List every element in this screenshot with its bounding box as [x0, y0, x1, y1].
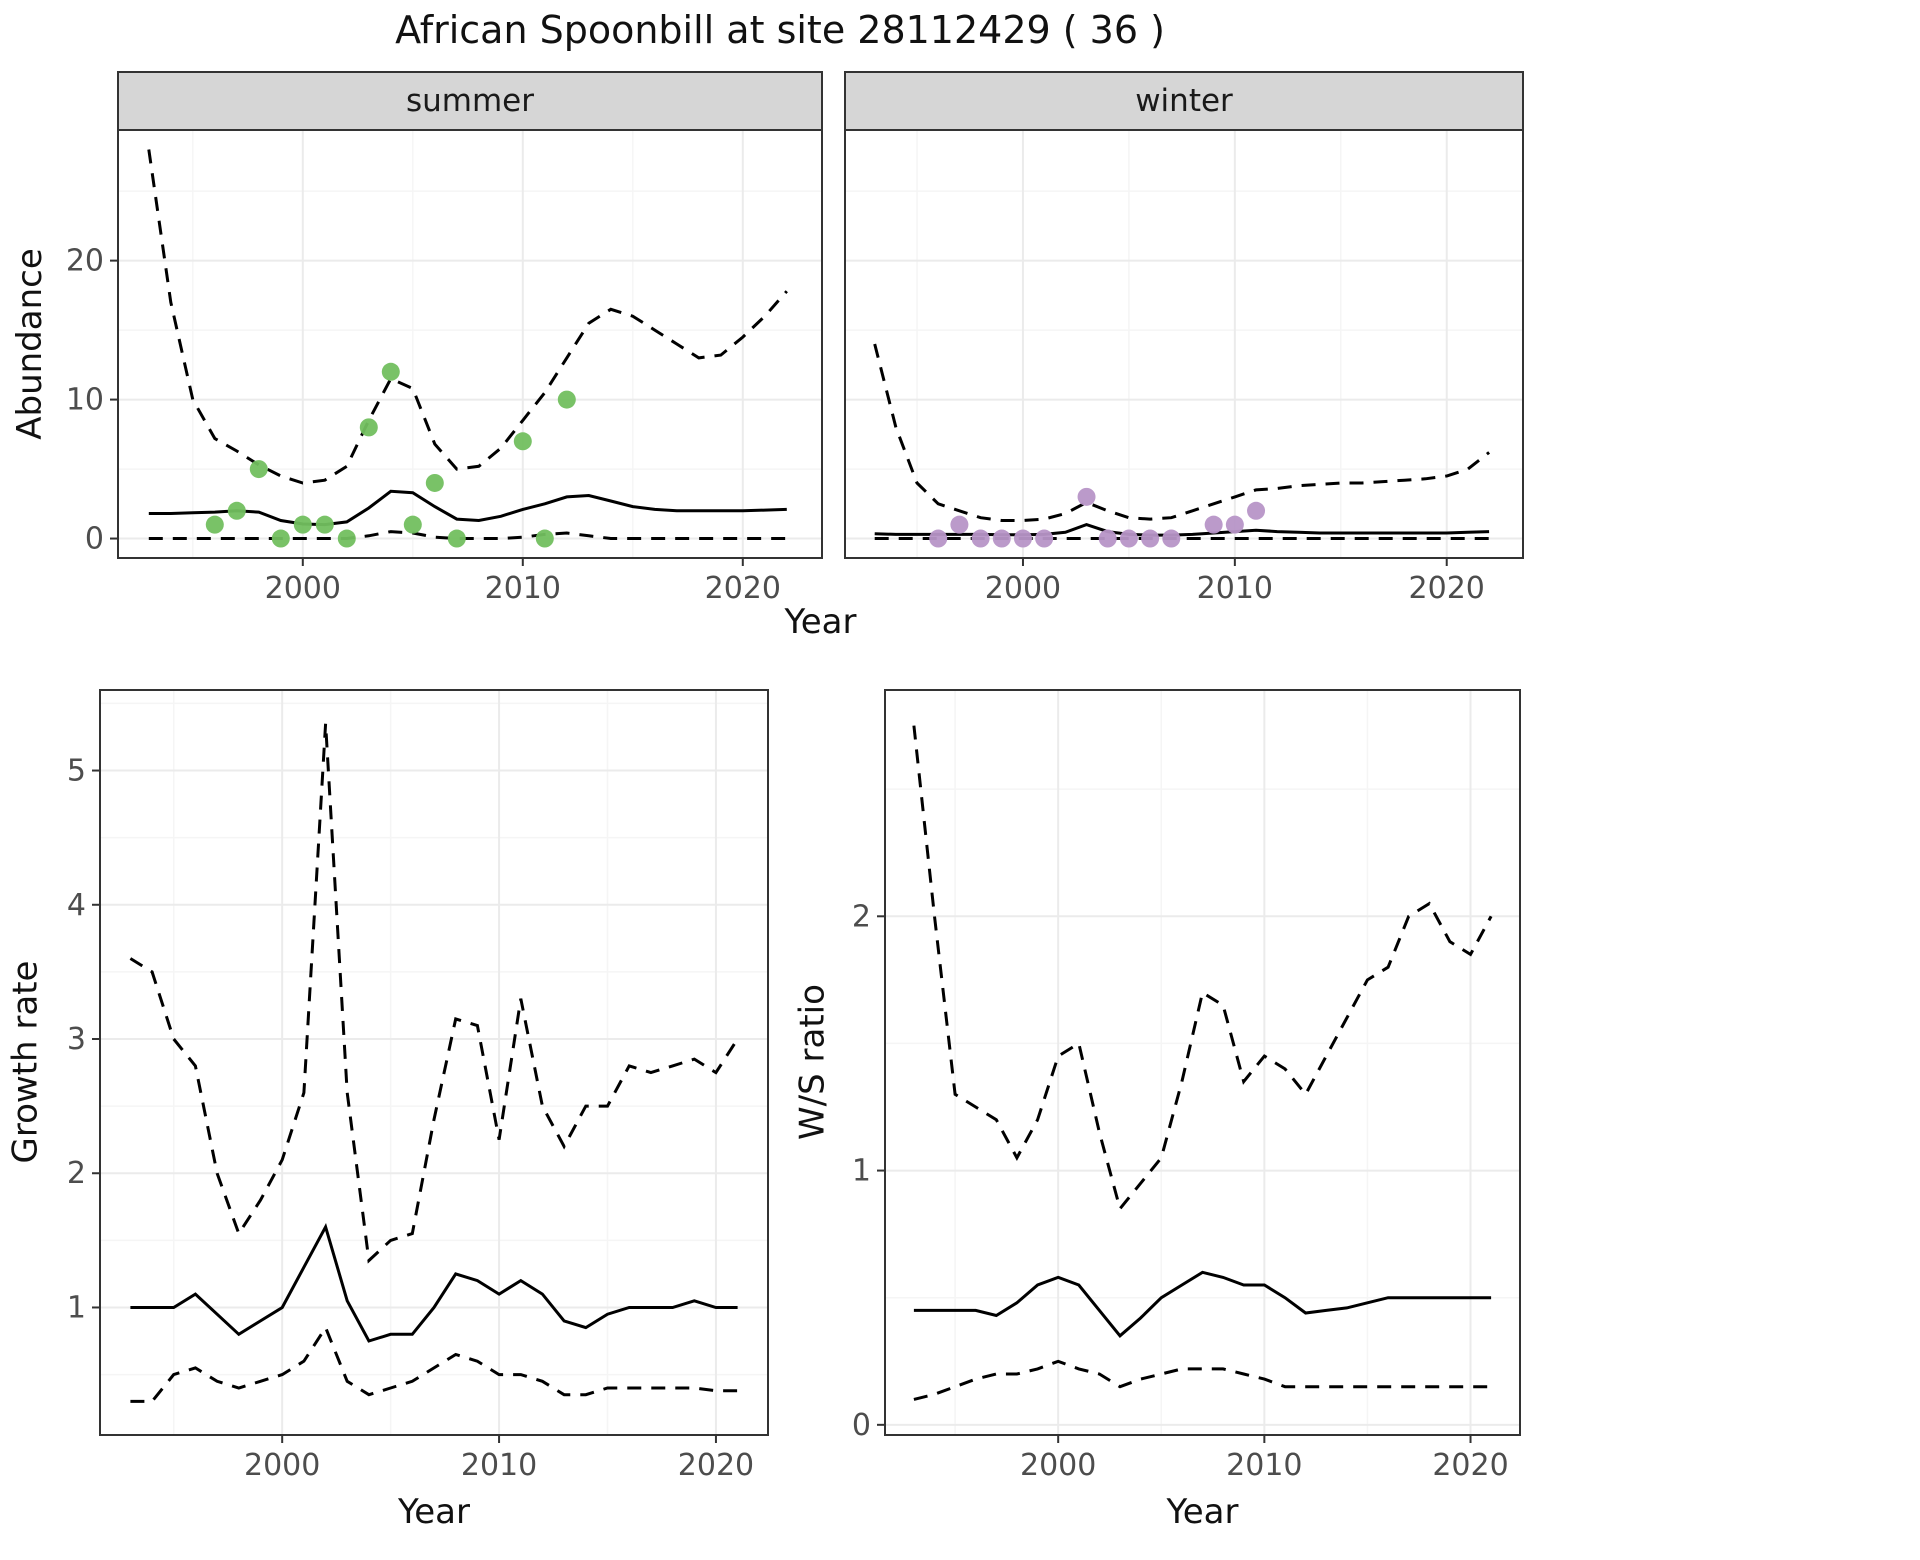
y-tick-label: 2 — [67, 1156, 86, 1191]
summer-observations-point — [315, 515, 334, 534]
winter-observations-point — [1077, 487, 1096, 506]
winter-observations-point — [971, 529, 990, 548]
y-tick-label: 0 — [85, 522, 104, 557]
x-tick-label: 2000 — [985, 571, 1061, 606]
growth-rate-x-axis-label: Year — [398, 1492, 470, 1532]
winter-observations-point — [1141, 529, 1160, 548]
summer-observations-point — [227, 501, 246, 520]
facet-strip-box — [117, 71, 823, 131]
y-tick-label: 20 — [66, 244, 104, 279]
y-tick-label: 0 — [852, 1408, 871, 1443]
facet-strip-summer: summer — [405, 83, 534, 119]
abundance-y-axis-label: Abundance — [10, 248, 50, 440]
summer-observations-point — [535, 529, 554, 548]
winter-observations-point — [1162, 529, 1181, 548]
summer-observations-point — [359, 418, 378, 437]
summer-observations-point — [425, 473, 444, 492]
winter-observations-point — [950, 515, 969, 534]
summer-observations-point — [557, 390, 576, 409]
ws-ratio-x-axis-label: Year — [1166, 1492, 1239, 1532]
x-tick-label: 2000 — [1020, 1448, 1096, 1483]
winter-observations-point — [1098, 529, 1117, 548]
ws-ratio-mean-line — [913, 1270, 1492, 1338]
winter-observations-point — [1204, 515, 1223, 534]
x-tick-label: 2000 — [265, 571, 341, 606]
abundance-winter-upper-ci-line — [873, 343, 1491, 522]
winter-observations-point — [992, 529, 1011, 548]
panel-background — [100, 690, 768, 1435]
y-tick-label: 4 — [67, 888, 86, 923]
summer-observations-point — [337, 529, 356, 548]
x-tick-label: 2020 — [1432, 1448, 1508, 1483]
y-tick-label: 3 — [67, 1022, 86, 1057]
panel-abundance-summer: 2000 2010 2020 0 10 20 — [66, 71, 823, 606]
y-tick-label: 2 — [852, 899, 871, 934]
summer-observations-point — [205, 515, 224, 534]
y-tick-label: 5 — [67, 754, 86, 789]
x-tick-label: 2020 — [1409, 571, 1485, 606]
x-tick-label: 2010 — [1226, 1448, 1302, 1483]
summer-observations-point — [403, 515, 422, 534]
winter-observations-point — [1119, 529, 1138, 548]
x-tick-label: 2020 — [705, 571, 781, 606]
ws-ratio-lower-ci-line — [913, 1359, 1492, 1401]
facet-strip-box — [844, 71, 1524, 131]
summer-observations-point — [381, 362, 400, 381]
x-tick-label: 2010 — [485, 571, 561, 606]
panel-background — [885, 690, 1520, 1435]
x-tick-label: 2010 — [1197, 571, 1273, 606]
panel-growth-rate: 2000 2010 2020 1 2 3 4 5 — [67, 689, 769, 1483]
x-tick-label: 2020 — [678, 1448, 754, 1483]
panel-background — [845, 130, 1523, 558]
growth-rate-upper-ci-line — [129, 723, 739, 1264]
summer-observations-point — [249, 460, 268, 479]
panel-background — [118, 130, 822, 558]
winter-observations-point — [929, 529, 948, 548]
growth-rate-lower-ci-line — [130, 1324, 738, 1403]
x-tick-label: 2000 — [244, 1448, 320, 1483]
y-tick-label: 1 — [67, 1290, 86, 1325]
y-tick-label: 10 — [66, 383, 104, 418]
top-x-axis-label: Year — [784, 602, 857, 642]
ws-ratio-upper-ci-line — [912, 725, 1493, 1212]
panel-border — [884, 689, 1521, 1436]
chart-title: African Spoonbill at site 28112429 ( 36 … — [395, 8, 1165, 52]
growth-rate-y-axis-label: Growth rate — [5, 960, 46, 1164]
winter-observations-point — [1247, 501, 1266, 520]
abundance-summer-mean-line — [148, 489, 787, 527]
winter-observations-point — [1225, 515, 1244, 534]
ws-ratio-y-axis-label: W/S ratio — [792, 984, 833, 1140]
winter-observations-point — [1013, 529, 1032, 548]
summer-observations-point — [447, 529, 466, 548]
panel-ws-ratio: 2000 2010 2020 0 1 2 — [852, 689, 1521, 1483]
facet-strip-winter: winter — [1135, 83, 1233, 119]
x-tick-label: 2010 — [461, 1448, 537, 1483]
abundance-summer-lower-ci-line — [148, 530, 787, 540]
summer-observations-point — [293, 515, 312, 534]
winter-observations-point — [1035, 529, 1054, 548]
growth-rate-mean-line — [130, 1222, 738, 1343]
panel-border — [99, 689, 769, 1436]
panel-abundance-winter: 2000 2010 2020 — [844, 71, 1524, 606]
summer-observations-point — [271, 529, 290, 548]
y-tick-label: 1 — [852, 1154, 871, 1189]
summer-observations-point — [513, 432, 532, 451]
